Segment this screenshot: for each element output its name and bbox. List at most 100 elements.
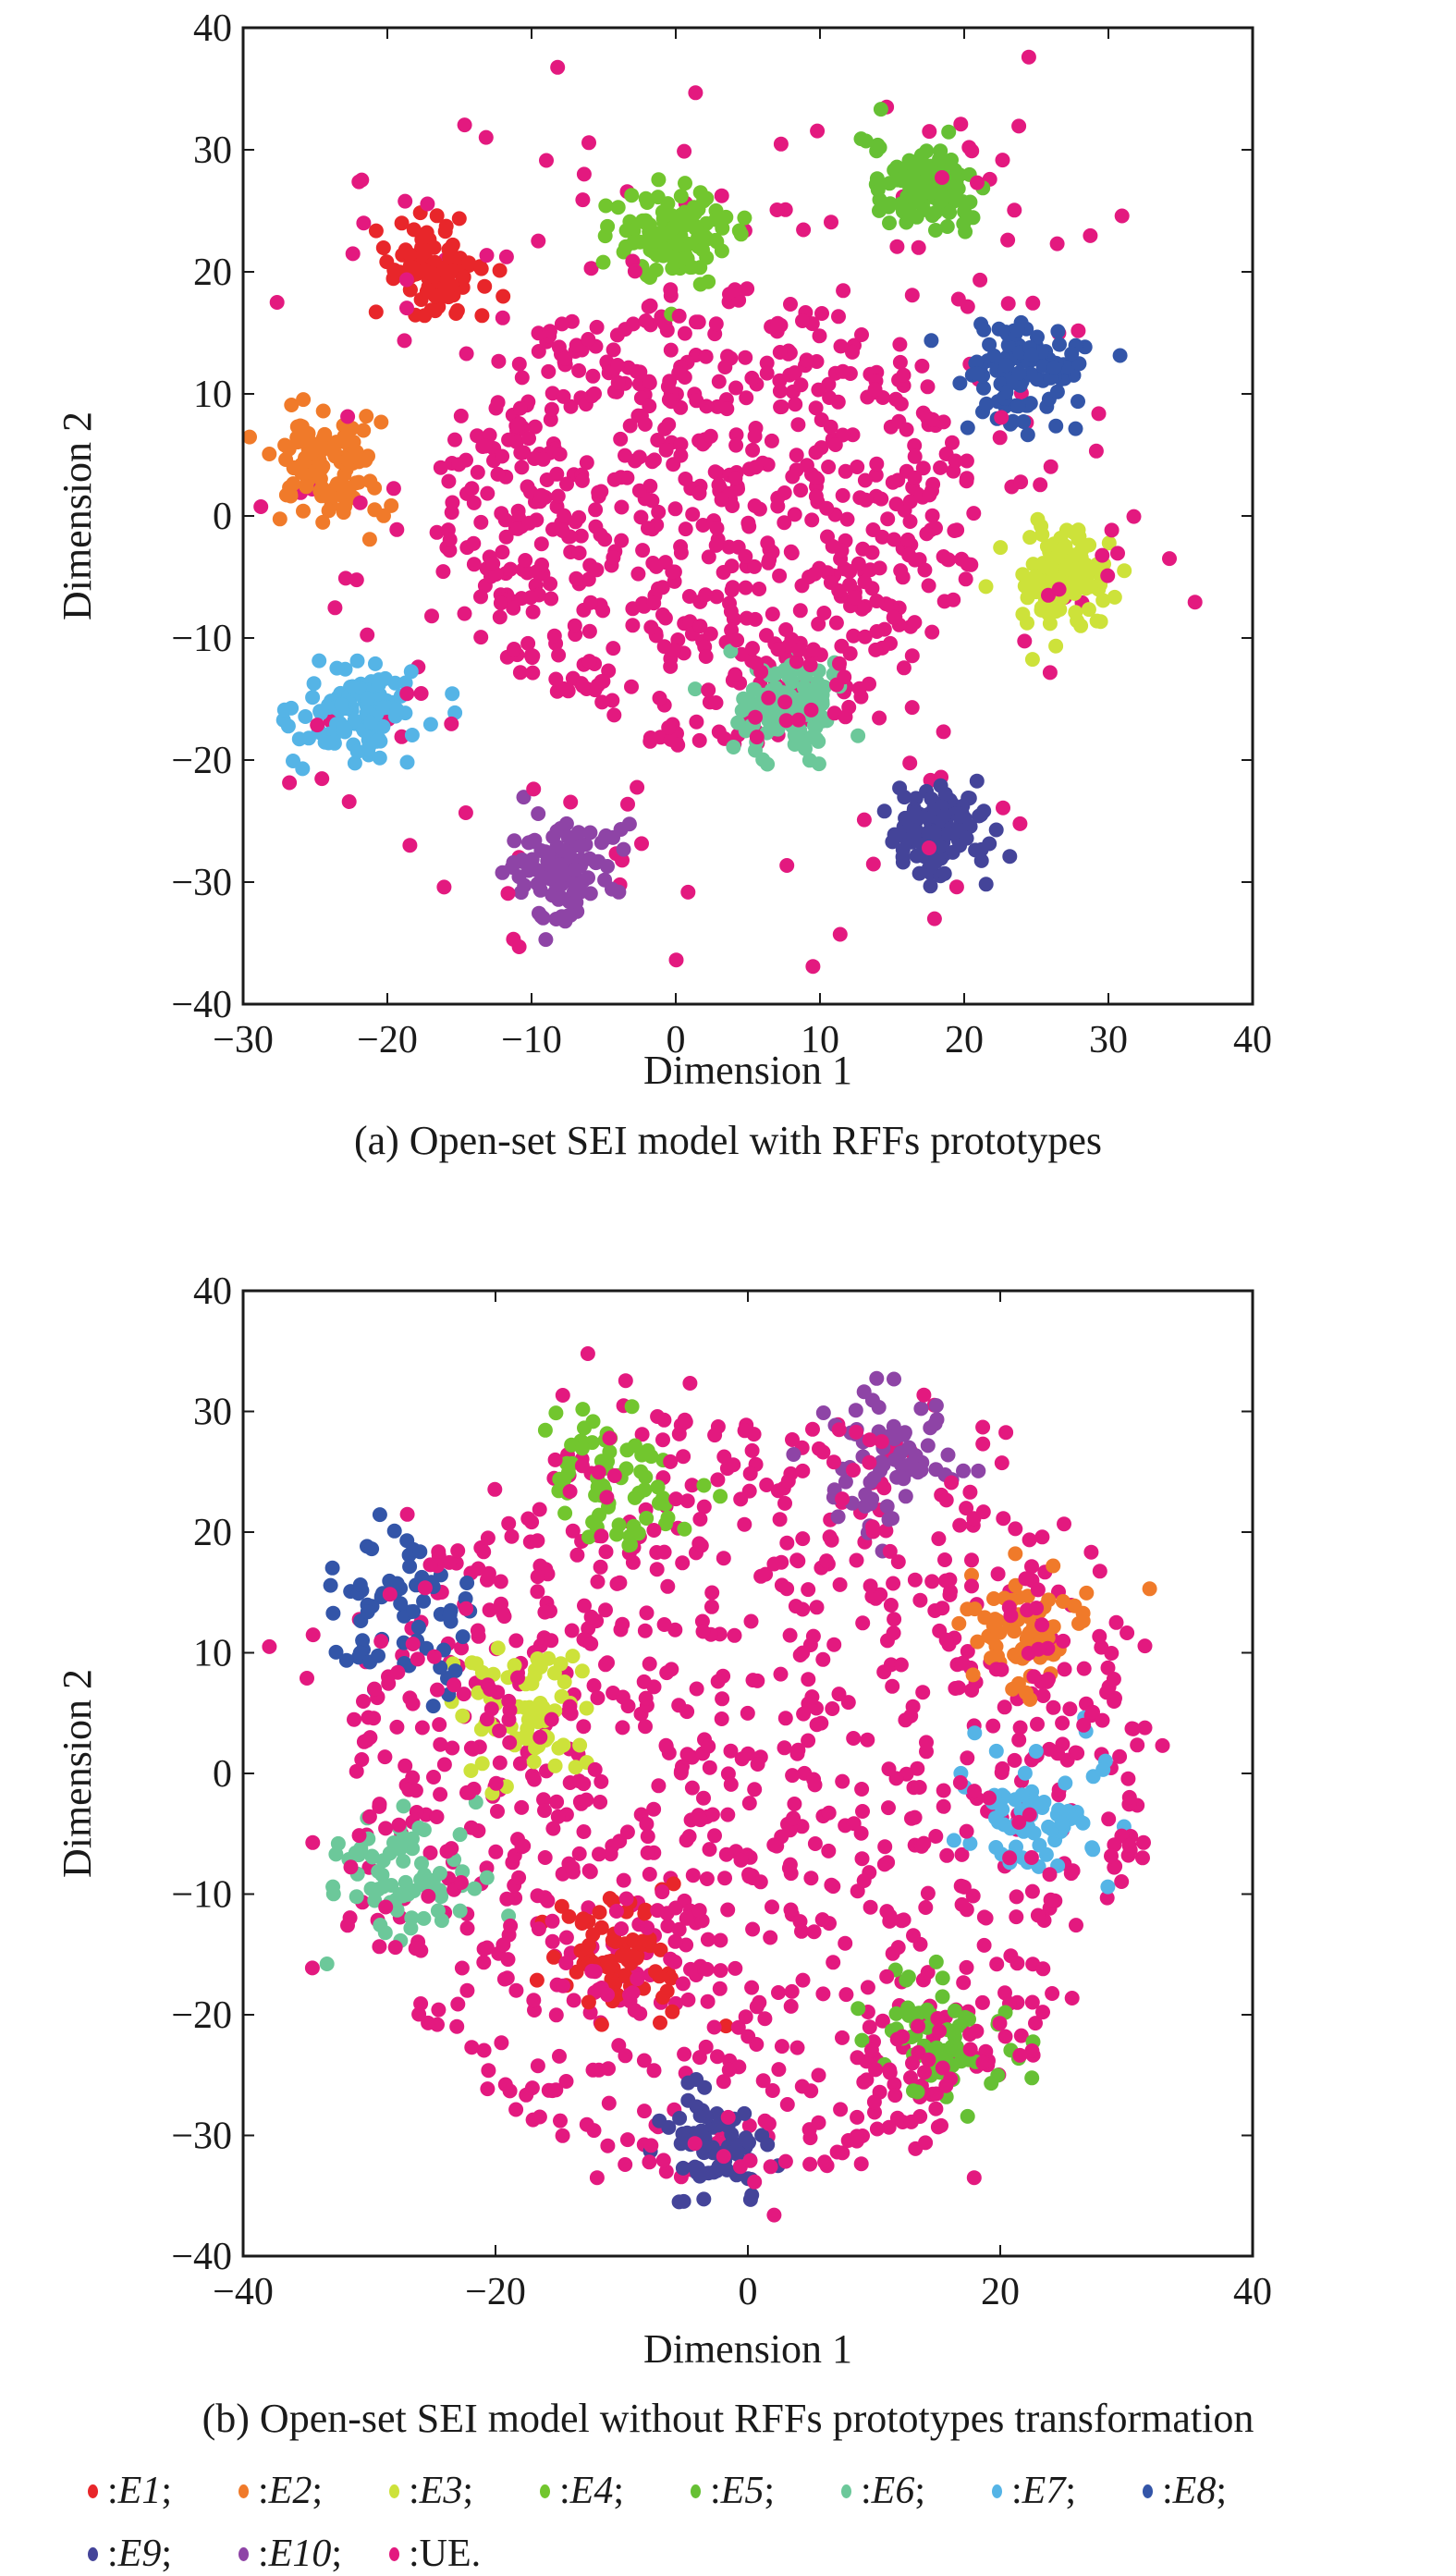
point-e4 [624, 1399, 640, 1415]
point-ue [470, 428, 485, 444]
point-ue [1011, 1732, 1027, 1748]
point-ue [521, 515, 537, 531]
point-e4 [557, 1505, 573, 1521]
point-e1 [607, 1934, 623, 1949]
point-ue [1095, 547, 1110, 563]
point-e2 [984, 1650, 998, 1666]
point-e1 [402, 247, 418, 263]
point-e6 [330, 1835, 346, 1851]
point-ue [704, 1585, 720, 1601]
point-e10 [815, 1405, 831, 1420]
point-ue [723, 604, 739, 619]
point-ue [725, 580, 740, 595]
point-ue [811, 616, 826, 632]
point-ue [546, 628, 562, 644]
point-ue [783, 1998, 799, 2014]
point-ue [514, 370, 530, 386]
point-ue [616, 1872, 631, 1888]
point-e9 [698, 2109, 714, 2125]
point-ue [932, 2023, 948, 2039]
point-e2 [321, 503, 336, 519]
point-e1 [718, 2018, 734, 2034]
point-ue [737, 1423, 752, 1439]
point-ue [549, 1794, 565, 1809]
point-e8 [1112, 348, 1128, 363]
point-ue [464, 481, 480, 497]
point-ue [828, 615, 844, 631]
point-ue [811, 2067, 826, 2083]
point-ue [494, 1596, 508, 1612]
point-e5 [854, 2032, 870, 2048]
point-ue [994, 410, 1009, 425]
point-ue [740, 1746, 756, 1761]
point-e10 [551, 891, 567, 907]
point-e7 [312, 704, 328, 719]
point-ue [714, 188, 729, 203]
point-e4 [660, 1510, 676, 1526]
point-ue [458, 805, 473, 820]
point-e1 [368, 223, 384, 239]
point-ue [1070, 1746, 1085, 1760]
point-ue [799, 352, 814, 368]
point-ue [838, 1935, 853, 1951]
point-ue [685, 507, 701, 522]
point-ue [625, 618, 641, 633]
point-e8 [1068, 421, 1083, 436]
point-ue [459, 1920, 475, 1936]
point-ue [660, 1578, 676, 1594]
point-ue [831, 1422, 847, 1438]
point-ue [431, 1544, 447, 1560]
point-ue [893, 396, 909, 411]
point-ue [952, 1774, 968, 1790]
point-ue [480, 485, 496, 501]
point-ue [542, 324, 557, 339]
y-tick-label: −40 [171, 2236, 232, 2278]
point-ue [642, 399, 657, 414]
point-ue [772, 345, 788, 360]
point-ue [378, 1899, 394, 1915]
point-ue [796, 1706, 812, 1722]
point-ue [910, 1760, 925, 1776]
point-ue [606, 1468, 622, 1483]
point-ue [1031, 1641, 1046, 1657]
point-e2 [384, 497, 399, 513]
point-ue [677, 143, 692, 159]
point-ue [502, 2083, 518, 2099]
point-e9 [961, 791, 977, 806]
point-ue [930, 2011, 946, 2026]
point-ue [831, 309, 846, 325]
point-ue [660, 379, 676, 395]
point-e9 [741, 2135, 756, 2150]
point-ue [914, 358, 930, 374]
point-ue [783, 1902, 799, 1918]
point-e3 [1071, 529, 1087, 545]
point-ue [496, 1971, 512, 1987]
point-ue [397, 333, 412, 349]
point-ue [573, 528, 589, 544]
point-ue [534, 557, 549, 572]
point-e9 [912, 865, 927, 881]
point-e8 [1016, 414, 1032, 429]
point-ue [503, 1918, 519, 1933]
point-e1 [394, 215, 410, 231]
point-ue [759, 1478, 775, 1492]
point-ue [480, 1530, 496, 1546]
point-ue [741, 2118, 757, 2133]
legend-separator: : [258, 2533, 269, 2575]
point-e8 [998, 358, 1014, 374]
point-ue [1009, 1956, 1025, 1971]
point-e5 [909, 209, 924, 225]
point-ue [802, 2130, 818, 2146]
point-ue [637, 2104, 652, 2119]
point-e5 [906, 2083, 921, 2099]
point-ue [606, 641, 621, 656]
point-ue [805, 1628, 821, 1644]
point-ue [593, 1528, 609, 1544]
point-e8 [459, 1576, 475, 1590]
legend-label: UE. [419, 2533, 482, 2575]
point-ue [547, 1452, 563, 1467]
point-e1 [592, 1905, 607, 1920]
legend-item-e5: : E5; [691, 2469, 841, 2513]
point-e3 [579, 1700, 594, 1716]
point-ue [785, 469, 801, 485]
